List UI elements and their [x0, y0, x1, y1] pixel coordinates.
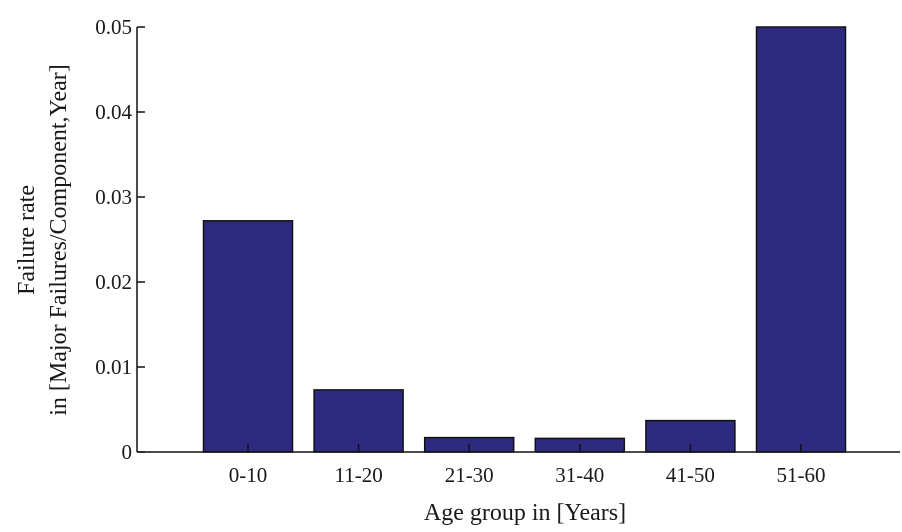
x-tick-label: 21-30 — [445, 463, 494, 487]
y-tick-label: 0 — [122, 440, 133, 464]
y-axis-label-line-1: Failure rate — [14, 185, 40, 295]
y-tick-label: 0.03 — [95, 185, 132, 209]
y-tick-label: 0.05 — [95, 15, 132, 39]
x-tick-label: 31-40 — [555, 463, 604, 487]
y-axis-label-line-2: in [Major Failures/Component,Year] — [46, 64, 72, 416]
bar-51-60 — [755, 26, 847, 453]
y-tick-label: 0.04 — [95, 100, 132, 124]
y-tick-label: 0.02 — [95, 270, 132, 294]
y-tick-label: 0.01 — [95, 355, 132, 379]
bar-0-10 — [202, 220, 294, 453]
x-tick-label: 51-60 — [777, 463, 826, 487]
x-tick-label: 0-10 — [229, 463, 268, 487]
axis-labels: Failure rate in [Major Failures/Componen… — [14, 64, 626, 526]
plot-area — [202, 26, 847, 453]
x-axis-label: Age group in [Years] — [424, 500, 626, 526]
x-tick-label: 41-50 — [666, 463, 715, 487]
axes: 0 0.01 0.02 0.03 0.04 0.05 0-10 11-20 21-30 31-40… — [95, 15, 900, 487]
bar-11-20 — [313, 389, 404, 453]
x-tick-label: 11-20 — [334, 463, 382, 487]
